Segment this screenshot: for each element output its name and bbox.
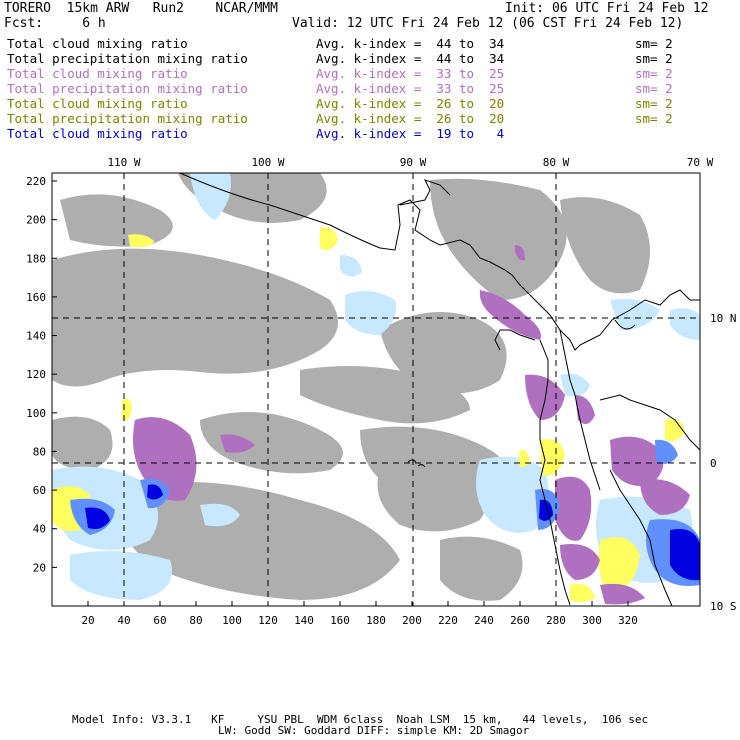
x-tick-label: 80	[189, 614, 202, 627]
legend-smoothing: sm= 2	[635, 81, 673, 96]
legend-k-index: Avg. k-index = 19 to 4	[316, 126, 505, 141]
y-tick-label: 60	[33, 484, 46, 497]
legend-k-index: Avg. k-index = 33 to 25	[316, 81, 505, 96]
x-tick-label: 140	[294, 614, 314, 627]
legend-field-name: Total precipitation mixing ratio	[7, 81, 248, 96]
footer-physics-info: LW: Godd SW: Goddard DIFF: simple KM: 2D…	[218, 724, 530, 737]
y-tick-label: 220	[26, 175, 46, 188]
latitude-label: 10 N	[710, 312, 737, 325]
y-tick-label: 80	[33, 445, 46, 458]
footer-model-info: Model Info: V3.3.1 KF YSU PBL WDM 6class…	[72, 713, 649, 726]
y-tick-label: 40	[33, 523, 46, 536]
header-init-time: Init: 06 UTC Fri 24 Feb 12	[505, 1, 709, 16]
longitude-label: 80 W	[543, 156, 570, 169]
legend-field-name: Total cloud mixing ratio	[7, 96, 188, 111]
legend-field-name: Total cloud mixing ratio	[7, 36, 188, 51]
x-tick-label: 180	[366, 614, 386, 627]
y-tick-label: 140	[26, 330, 46, 343]
legend-smoothing: sm= 2	[635, 111, 673, 126]
axes-layer: 110 W 100 W 90 W 80 W 70 W 10 N 0 10 S 220 200 180…	[26, 156, 736, 627]
header-forecast-hour: Fcst: 6 h	[4, 16, 106, 31]
x-tick-label: 40	[117, 614, 130, 627]
x-tick-label: 300	[582, 614, 602, 627]
latitude-label: 10 S	[710, 600, 737, 613]
y-tick-label: 20	[33, 561, 46, 574]
x-tick-label: 60	[153, 614, 166, 627]
x-tick-label: 20	[81, 614, 94, 627]
legend-field-name: Total cloud mixing ratio	[7, 126, 188, 141]
y-tick-label: 180	[26, 252, 46, 265]
field-layer	[52, 173, 700, 605]
longitude-label: 90 W	[400, 156, 427, 169]
x-tick-label: 100	[222, 614, 242, 627]
header-valid-time: Valid: 12 UTC Fri 24 Feb 12 (06 CST Fri …	[292, 16, 684, 31]
longitude-label: 100 W	[251, 156, 284, 169]
y-tick-label: 100	[26, 407, 46, 420]
coastlines	[179, 172, 701, 607]
legend-smoothing: sm= 2	[635, 36, 673, 51]
legend-field-name: Total precipitation mixing ratio	[7, 111, 248, 126]
x-tick-label: 120	[258, 614, 278, 627]
legend-k-index: Avg. k-index = 44 to 34	[316, 51, 505, 66]
legend-k-index: Avg. k-index = 33 to 25	[316, 66, 505, 81]
x-tick-label: 320	[618, 614, 638, 627]
legend-field-name: Total precipitation mixing ratio	[7, 51, 248, 66]
y-tick-label: 160	[26, 291, 46, 304]
dark-blue-areas	[85, 484, 700, 581]
legend-smoothing: sm= 2	[635, 66, 673, 81]
x-tick-label: 240	[474, 614, 494, 627]
legend-k-index: Avg. k-index = 26 to 20	[316, 111, 505, 126]
longitude-label: 70 W	[687, 156, 714, 169]
header-model-line: TORERO 15km ARW Run2 NCAR/MMM	[4, 1, 278, 16]
x-tick-label: 260	[510, 614, 530, 627]
x-tick-label: 200	[402, 614, 422, 627]
legend-k-index: Avg. k-index = 26 to 20	[316, 96, 505, 111]
x-tick-label: 160	[330, 614, 350, 627]
legend-smoothing: sm= 2	[635, 51, 673, 66]
x-tick-label: 220	[438, 614, 458, 627]
y-tick-label: 200	[26, 214, 46, 227]
y-tick-label: 120	[26, 368, 46, 381]
latitude-label: 0	[710, 457, 717, 470]
graticule	[52, 173, 700, 606]
legend-field-name: Total cloud mixing ratio	[7, 66, 188, 81]
legend-smoothing: sm= 2	[635, 96, 673, 111]
longitude-label: 110 W	[107, 156, 140, 169]
legend-k-index: Avg. k-index = 44 to 34	[316, 36, 505, 51]
x-tick-label: 280	[546, 614, 566, 627]
